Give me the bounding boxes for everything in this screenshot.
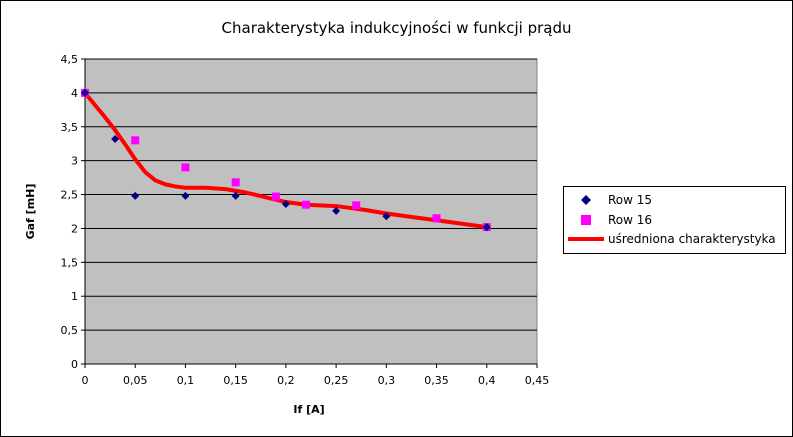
plot-area bbox=[84, 58, 538, 365]
y-tick-label: 0 bbox=[71, 358, 78, 371]
chart-title: Charakterystyka indukcyjności w funkcji … bbox=[221, 19, 572, 37]
y-tick-label: 3,5 bbox=[61, 121, 79, 134]
x-tick-label: 0,1 bbox=[177, 374, 195, 387]
x-tick-label: 0,25 bbox=[324, 374, 349, 387]
y-tick-label: 1 bbox=[71, 290, 78, 303]
row15-point bbox=[482, 223, 491, 232]
row16-point bbox=[432, 214, 441, 223]
x-tick-label: 0,2 bbox=[277, 374, 295, 387]
row16-point bbox=[131, 136, 140, 145]
legend-item-row15: Row 15 bbox=[564, 191, 652, 209]
diamond-icon bbox=[564, 195, 608, 205]
y-tick-label: 3 bbox=[71, 155, 78, 168]
row15-point bbox=[281, 200, 290, 209]
row15-point bbox=[81, 88, 89, 97]
legend-label: Row 16 bbox=[608, 213, 653, 227]
x-tick-label: 0,05 bbox=[123, 374, 148, 387]
row15-point bbox=[181, 191, 190, 200]
legend-label: uśredniona charakterystyka bbox=[608, 232, 776, 246]
row16-point bbox=[301, 200, 310, 209]
y-tick-label: 4 bbox=[71, 87, 78, 100]
row16-point bbox=[231, 178, 240, 187]
legend-item-average: uśredniona charakterystyka bbox=[564, 230, 776, 248]
row15-point bbox=[382, 212, 391, 221]
row15-point bbox=[111, 134, 120, 143]
legend: Row 15 Row 16 uśredniona charakterystyka bbox=[563, 186, 786, 254]
y-axis-label: Gaf [mH] bbox=[24, 184, 37, 240]
y-tick-label: 1,5 bbox=[61, 256, 79, 269]
row16-point bbox=[181, 163, 190, 172]
y-tick-label: 2 bbox=[71, 222, 78, 235]
row16-point bbox=[352, 201, 361, 210]
square-icon bbox=[564, 215, 608, 225]
x-tick-label: 0 bbox=[82, 374, 89, 387]
x-tick-label: 0,4 bbox=[478, 374, 496, 387]
row15-point bbox=[332, 206, 341, 215]
row16-point bbox=[271, 192, 280, 201]
row15-point bbox=[231, 191, 240, 200]
x-tick-label: 0,35 bbox=[424, 374, 449, 387]
x-tick-label: 0,15 bbox=[223, 374, 248, 387]
y-tick-label: 2,5 bbox=[61, 189, 79, 202]
x-tick-label: 0,3 bbox=[378, 374, 396, 387]
x-axis-label: If [A] bbox=[293, 403, 324, 416]
legend-label: Row 15 bbox=[608, 193, 653, 207]
x-tick-label: 0,45 bbox=[525, 374, 550, 387]
y-tick-label: 0,5 bbox=[61, 324, 79, 337]
average-curve bbox=[83, 90, 489, 230]
legend-item-row16: Row 16 bbox=[564, 211, 652, 229]
y-tick-label: 4,5 bbox=[61, 53, 79, 66]
row15-point bbox=[131, 191, 140, 200]
line-icon bbox=[564, 236, 608, 242]
